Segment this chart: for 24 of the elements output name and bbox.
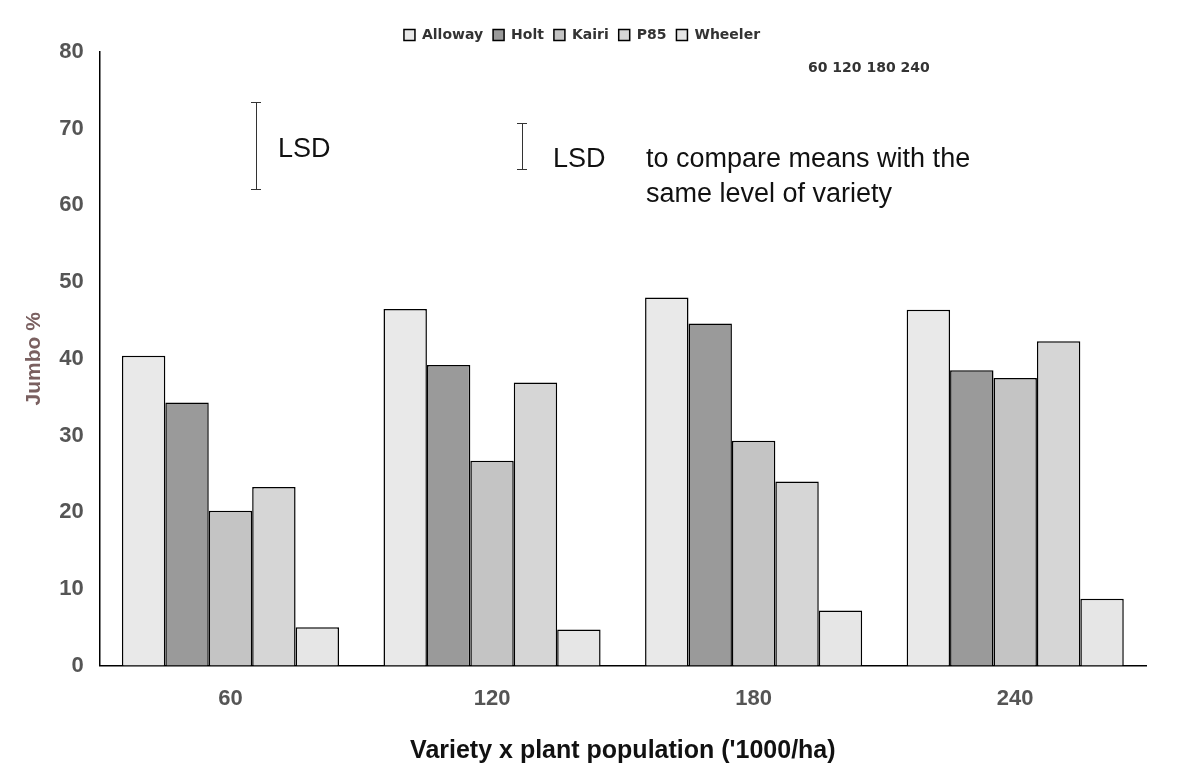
legend-label: Wheeler bbox=[694, 25, 761, 42]
x-tick-label: 120 bbox=[473, 684, 511, 710]
y-tick-label: 50 bbox=[59, 268, 84, 294]
y-tick-label: 80 bbox=[59, 38, 84, 64]
legend-label: Kairi bbox=[571, 25, 609, 42]
y-axis-title: Jumbo % bbox=[21, 311, 45, 406]
y-tick-label: 70 bbox=[59, 114, 84, 140]
y-tick-label: 60 bbox=[59, 191, 84, 217]
legend-label: Holt bbox=[511, 25, 545, 42]
annotation: LSD bbox=[278, 132, 331, 165]
y-tick-label: 20 bbox=[59, 498, 84, 524]
y-tick-label: 40 bbox=[59, 344, 84, 370]
annotation: to compare means with the same level of variety bbox=[646, 142, 972, 211]
legend-label: P85 bbox=[636, 25, 667, 42]
y-tick-label: 0 bbox=[71, 651, 84, 677]
x-tick-label: 180 bbox=[735, 684, 772, 710]
x-tick-label: 60 bbox=[218, 684, 243, 710]
x-tick-label: 240 bbox=[996, 684, 1034, 710]
annotation: LSD bbox=[553, 142, 606, 175]
annotation: 60 120 180 240 bbox=[808, 58, 930, 77]
y-tick-label: 10 bbox=[59, 574, 84, 600]
y-tick-label: 30 bbox=[59, 421, 84, 447]
legend-label: Alloway bbox=[421, 25, 484, 42]
x-axis-title: Variety x plant population ('1000/ha) bbox=[410, 734, 836, 763]
